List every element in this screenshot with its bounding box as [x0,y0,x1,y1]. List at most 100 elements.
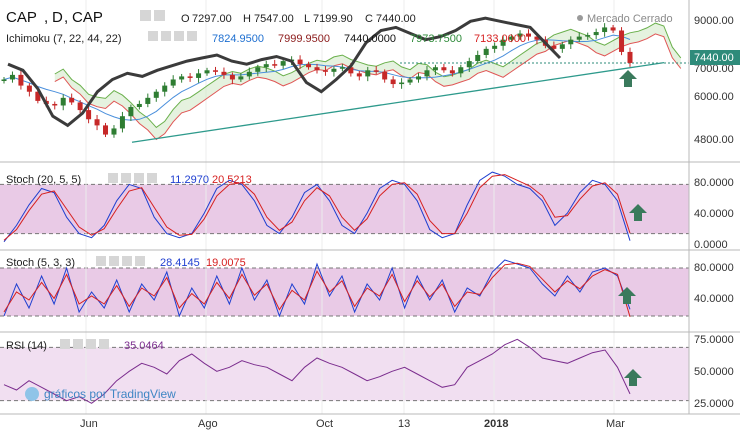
candle-body [26,85,32,92]
candle-body [534,36,540,40]
indicator-series-line [3,338,631,404]
tradingview-logo-icon [25,387,39,401]
candle-body [559,44,565,49]
close-icon [86,339,96,349]
lagging-span-line [7,16,562,128]
stoch1-buttons[interactable] [108,173,157,183]
ichimoku-value: 7999.9500 [278,33,330,45]
more-icon [99,339,109,349]
more-icon [147,173,157,183]
more-icon [187,31,197,41]
exchange-label: CAP [72,9,103,26]
candle-body [196,73,202,78]
settings-icon [161,31,171,41]
candle-body [339,67,345,69]
settings-icon [121,173,131,183]
candle-body [314,67,320,71]
ichimoku-buttons[interactable] [148,31,197,41]
pane-separators [0,0,740,415]
ichimoku-label: Ichimoku (7, 22, 44, 22) [6,33,122,45]
candle-body [500,39,506,46]
stoch-axis: 80.0000 40.0000 0.0000 [694,177,734,251]
candle-body [204,70,210,74]
candle-body [103,125,109,135]
time-tick: 2018 [484,418,508,430]
interval-label: D [52,9,63,26]
candle-body [585,35,591,37]
stoch2-value: 28.4145 [160,257,200,269]
candle-body [221,71,227,75]
time-axis: Jun Ago Oct 13 2018 Mar [80,418,625,430]
up-arrow-icon [619,70,637,87]
rsi-value: 35.0464 [124,340,164,352]
stoch2-tick: 40.0000 [694,293,734,305]
visibility-icon [148,31,158,41]
candle-body [306,64,312,68]
symbol-header: CAP , D , CAP O 7297.00 H 7547.00 L 7199… [6,9,673,26]
stoch-tick: 40.0000 [694,208,734,220]
time-tick: 13 [398,418,410,430]
close-value: 7440.00 [376,13,416,25]
open-value: 7297.00 [192,13,232,25]
ichimoku-header: Ichimoku (7, 22, 44, 22) 7824.9500 7999.… [6,31,526,45]
candle-body [35,91,41,101]
candle-body [128,107,134,117]
symbol-label: CAP [6,9,37,26]
market-status: Mercado Cerrado [587,13,673,25]
stoch2-axis: 80.0000 40.0000 [694,262,734,305]
header-buttons[interactable] [140,10,165,21]
candle-body [153,91,159,98]
rsi-buttons[interactable] [60,339,109,349]
stoch1-value: 11.2970 [170,174,209,186]
svg-text:L: L [304,13,310,25]
candle-body [86,110,92,120]
candle-body [246,71,252,77]
stoch2-label: Stoch (5, 3, 3) [6,257,75,269]
candle-body [1,79,7,81]
candle-body [280,61,286,66]
candle-body [145,97,151,104]
candle-body [509,36,515,40]
indicator-series-line [3,262,631,317]
candle-body [568,39,574,45]
candle-body [525,33,531,37]
stoch2-buttons[interactable] [96,256,145,266]
ichimoku-value: 7824.9500 [212,33,264,45]
lagging-span [7,16,562,128]
candle-body [441,67,447,71]
stoch-tick: 0.0000 [694,239,728,251]
candle-body [517,33,523,37]
stoch1-label: Stoch (20, 5, 5) [6,174,81,186]
visibility-icon [96,256,106,266]
svg-text:H: H [243,13,251,25]
stoch1-value: 20.5213 [212,174,252,186]
up-arrow-icon [618,287,636,304]
market-status-dot [577,15,583,21]
stoch2-tick: 80.0000 [694,262,734,274]
close-icon [134,173,144,183]
candle-body [365,70,371,77]
svg-text:O: O [181,13,190,25]
stoch-tick: 80.0000 [694,177,734,189]
price-tick: 6000.00 [694,91,734,103]
candle-body [297,59,303,65]
rsi-tick: 25.0000 [694,398,734,410]
candle-body [492,45,498,49]
candle-body [593,32,599,36]
rsi-header: RSI (14) 35.0464 [6,339,164,352]
svg-text:,: , [64,9,68,26]
candle-body [212,70,218,72]
candle-body [416,76,422,80]
tradingview-watermark[interactable]: gráficos por TradingView [25,387,176,401]
candle-body [466,61,472,68]
candle-body [322,70,328,72]
candle-body [610,27,616,31]
visibility-icon [60,339,70,349]
candle-body [602,27,608,33]
indicator-series-line [3,174,631,241]
candle-body [94,119,100,126]
stoch-20-5-5-lines [3,171,631,243]
price-tick: 7000.00 [694,63,734,75]
settings-icon [73,339,83,349]
candle-body [449,70,455,74]
